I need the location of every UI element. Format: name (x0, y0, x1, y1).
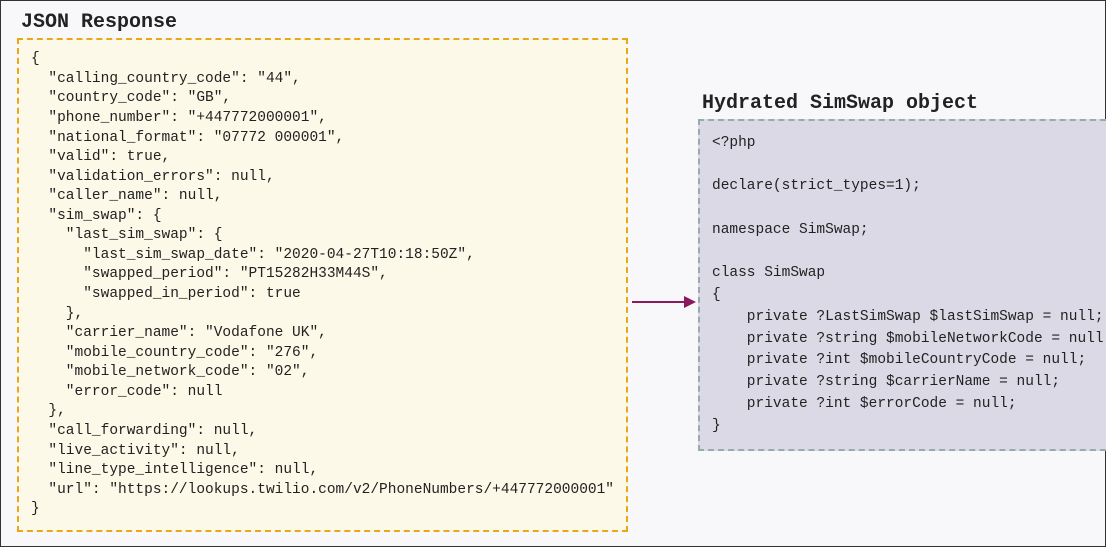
hydrated-object-code: <?php declare(strict_types=1); namespace… (698, 119, 1106, 452)
arrow-container (628, 232, 698, 312)
diagram-container: JSON Response { "calling_country_code": … (1, 1, 1105, 546)
right-wrap: Hydrated SimSwap object <?php declare(st… (628, 92, 1106, 452)
json-response-title: JSON Response (17, 11, 628, 34)
hydrated-object-column: Hydrated SimSwap object <?php declare(st… (698, 92, 1106, 452)
json-response-column: JSON Response { "calling_country_code": … (17, 11, 628, 532)
hydrated-object-title: Hydrated SimSwap object (698, 92, 1106, 115)
json-response-code: { "calling_country_code": "44", "country… (17, 38, 628, 532)
arrow-icon (628, 292, 698, 312)
